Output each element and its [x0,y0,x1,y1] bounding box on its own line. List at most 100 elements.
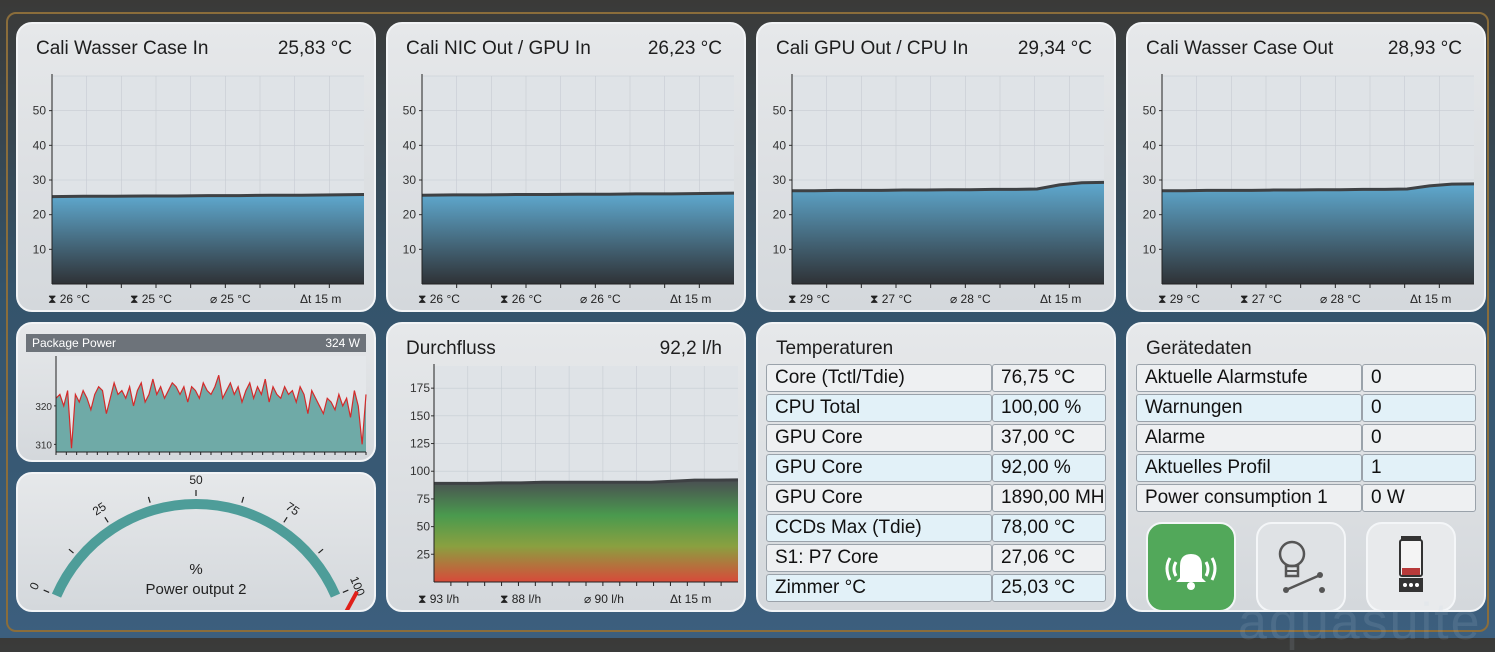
stat-span: Δt 15 m [1040,292,1081,306]
y-tick-label: 20 [33,208,47,222]
y-tick-label: 20 [1143,208,1157,222]
y-tick-label: 25 [417,547,431,561]
y-tick-label: 125 [410,437,430,451]
y-tick-label: 10 [33,242,47,256]
y-tick-label: 10 [403,242,417,256]
gauge-tick [241,496,245,503]
y-tick-label: 40 [33,138,47,152]
y-tick-label: 20 [403,208,417,222]
y-tick-label: 310 [35,440,52,451]
y-tick-label: 30 [403,173,417,187]
stat-max: ⧗ 29 °C [1158,292,1200,306]
row-name: Power consumption 1 [1136,484,1362,512]
gauge-unit: % [189,561,202,578]
area-fill [434,479,738,582]
device-data-table: Aktuelle Alarmstufe 0 Warnungen 0 Alarme 0 … [1136,364,1476,514]
table-row[interactable]: Aktuelles Profil 1 [1136,454,1476,482]
series-line [55,375,367,449]
alarm-button[interactable] [1146,522,1236,610]
table-row[interactable]: Core (Tctl/Tdie) 76,75 °C [766,364,1106,392]
row-value: 76,75 °C [992,364,1106,392]
dashboard-frame [6,12,1489,632]
gauge-tick [342,589,349,594]
temperatures-panel: Temperaturen Core (Tctl/Tdie) 76,75 °C CP… [756,322,1116,612]
package-power-chart: 320 310 [35,356,367,455]
gauge-tick-label: 25 [90,499,109,518]
table-row[interactable]: CCDs Max (Tdie) 78,00 °C [766,514,1106,542]
package-power-header: Package Power 324 W [26,334,366,352]
row-value: 27,06 °C [992,544,1106,572]
gauge-tick-label: 0 [27,580,43,592]
power-output-gauge-panel[interactable]: 0 25 50 75 100% Power output 2 [16,472,376,612]
gauge-tick [318,548,324,554]
series-line [421,191,735,197]
y-tick-label: 10 [1143,242,1157,256]
area-fill [792,182,1104,284]
row-value: 78,00 °C [992,514,1106,542]
reservoir-icon [1399,536,1423,592]
gauge-tick [283,516,288,523]
row-value: 92,00 % [992,454,1106,482]
table-row[interactable]: GPU Core 37,00 °C [766,424,1106,452]
table-row[interactable]: S1: P7 Core 27,06 °C [766,544,1106,572]
flow-panel[interactable]: Durchfluss 92,2 l/h 175 150 125 100 75 50 25 ⧗ … [386,322,746,612]
flow-title: Durchfluss [406,338,496,359]
table-row[interactable]: Zimmer °C 25,03 °C [766,574,1106,602]
stat-span: Δt 15 m [670,592,711,606]
row-value: 25,03 °C [992,574,1106,602]
device-data-panel: Gerätedaten Aktuelle Alarmstufe 0 Warnung… [1126,322,1486,612]
row-value: 0 [1362,364,1476,392]
series-line [434,478,739,485]
table-row[interactable]: GPU Core 92,00 % [766,454,1106,482]
package-power-value: 324 W [325,336,360,350]
sensor-panel-gpu-out[interactable]: Cali GPU Out / CPU In 29,34 °C 50 40 30 20 1… [756,22,1116,312]
stat-min: ⧗ 25 °C [130,292,172,306]
row-value: 0 [1362,394,1476,422]
reservoir-button[interactable] [1366,522,1456,610]
sensor-title: Cali Wasser Case Out [1146,38,1334,59]
gauge-tick [68,548,74,554]
stat-span: Δt 15 m [1410,292,1451,306]
row-name: Alarme [1136,424,1362,452]
y-tick-label: 50 [773,104,787,118]
stat-span: Δt 15 m [300,292,341,306]
gauge-tick [147,496,151,503]
y-tick-label: 50 [403,104,417,118]
row-value: 100,00 % [992,394,1106,422]
table-row[interactable]: Warnungen 0 [1136,394,1476,422]
row-name: GPU Core [766,484,992,512]
table-row[interactable]: GPU Core 1890,00 MHz [766,484,1106,512]
row-value: 37,00 °C [992,424,1106,452]
sensor-panel-nic-out[interactable]: Cali NIC Out / GPU In 26,23 °C 50 40 30 20 1… [386,22,746,312]
row-value: 1890,00 MHz [992,484,1106,512]
gauge-needle [344,590,359,610]
row-name: Aktuelle Alarmstufe [1136,364,1362,392]
area-fill [52,194,364,284]
stat-max: ⧗ 29 °C [788,292,830,306]
gauge-tick-label: 75 [283,499,302,518]
light-switch-button[interactable] [1256,522,1346,610]
flow-value: 92,2 l/h [659,338,722,359]
gauge-tick-label: 50 [189,474,203,487]
stat-min: ⧗ 27 °C [870,292,912,306]
y-tick-label: 30 [1143,173,1157,187]
row-value: 1 [1362,454,1476,482]
temperatures-title: Temperaturen [776,338,894,359]
gauge-tick [104,516,109,523]
table-row[interactable]: CPU Total 100,00 % [766,394,1106,422]
temperatures-table: Core (Tctl/Tdie) 76,75 °C CPU Total 100,00… [766,364,1106,604]
sensor-panel-case-out[interactable]: Cali Wasser Case Out 28,93 °C 50 40 30 20 10… [1126,22,1486,312]
stat-avg: ⌀ 28 °C [950,292,991,306]
stat-span: Δt 15 m [670,292,711,306]
y-tick-label: 100 [410,464,430,478]
device-data-title: Gerätedaten [1146,338,1252,359]
table-row[interactable]: Alarme 0 [1136,424,1476,452]
gauge-tick [43,589,50,594]
row-name: CPU Total [766,394,992,422]
row-name: Aktuelles Profil [1136,454,1362,482]
package-power-panel[interactable]: Package Power 324 W 320 310 [16,322,376,462]
sensor-panel-case-in[interactable]: Cali Wasser Case In 25,83 °C 50 40 30 20 10 ⧗… [16,22,376,312]
y-tick-label: 50 [1143,104,1157,118]
table-row[interactable]: Aktuelle Alarmstufe 0 [1136,364,1476,392]
